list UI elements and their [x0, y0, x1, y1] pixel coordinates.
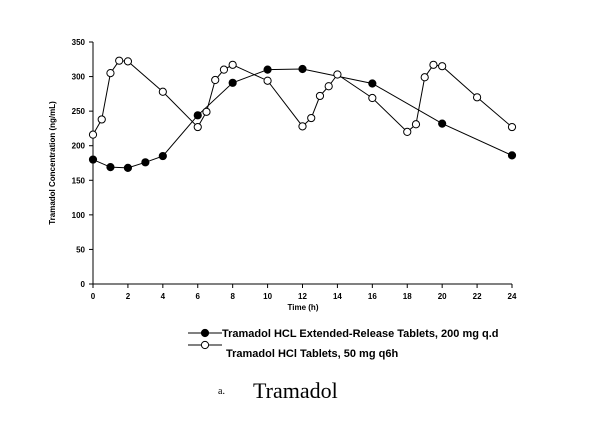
data-point-immediate-release	[403, 127, 412, 136]
x-tick-label: 24	[508, 292, 517, 301]
data-point-immediate-release	[228, 60, 237, 69]
data-point-immediate-release	[507, 122, 517, 132]
data-point-extended-release	[106, 163, 115, 172]
series-line-extended-release	[92, 68, 513, 169]
series-layer	[88, 56, 517, 172]
data-point-immediate-release	[263, 76, 272, 85]
data-point-immediate-release	[202, 107, 211, 116]
data-point-extended-release	[263, 65, 272, 74]
data-point-extended-release	[298, 64, 307, 74]
data-point-immediate-release	[315, 91, 325, 101]
y-tick-label: 150	[72, 176, 86, 185]
x-tick-label: 22	[473, 292, 482, 301]
data-point-immediate-release	[411, 120, 421, 129]
data-point-extended-release	[507, 151, 517, 160]
x-axis-title: Time (h)	[288, 303, 319, 312]
data-point-extended-release	[193, 111, 202, 120]
series-immediate-release	[88, 56, 517, 139]
data-point-immediate-release	[438, 62, 447, 71]
x-tick-label: 20	[438, 292, 447, 301]
data-point-immediate-release	[324, 82, 333, 91]
caption-title: Tramadol	[253, 378, 338, 403]
x-tick-label: 2	[126, 292, 131, 301]
data-point-immediate-release	[193, 122, 202, 132]
data-point-immediate-release	[106, 69, 115, 78]
y-tick-label: 50	[76, 245, 85, 254]
data-point-immediate-release	[307, 113, 316, 123]
data-point-extended-release	[158, 151, 167, 161]
data-point-immediate-release	[429, 60, 438, 69]
x-tick-label: 6	[196, 292, 201, 301]
data-point-extended-release	[438, 119, 447, 128]
data-point-immediate-release	[420, 73, 429, 82]
data-point-immediate-release	[472, 93, 482, 102]
y-tick-label: 250	[72, 107, 86, 116]
x-tick-label: 0	[91, 292, 96, 301]
y-ticks: 0 50 100 150 200 250 300 350	[72, 38, 93, 289]
x-tick-label: 18	[403, 292, 412, 301]
data-point-extended-release	[368, 79, 377, 88]
data-point-extended-release	[88, 155, 98, 164]
y-tick-label: 100	[72, 211, 86, 220]
legend-item-extended-release: Tramadol HCL Extended-Release Tablets, 2…	[188, 328, 499, 340]
data-point-extended-release	[123, 163, 133, 172]
legend-marker-immediate-release	[200, 340, 210, 350]
data-point-immediate-release	[115, 56, 124, 65]
axes	[92, 42, 512, 285]
series-extended-release	[88, 64, 517, 172]
data-point-immediate-release	[158, 87, 167, 96]
data-point-extended-release	[228, 78, 237, 87]
data-point-immediate-release	[219, 65, 229, 74]
legend-marker-extended-release	[200, 328, 210, 338]
y-tick-label: 0	[81, 280, 86, 289]
caption-letter: a.	[218, 386, 225, 397]
data-point-immediate-release	[123, 57, 133, 66]
x-ticks: 0 2 4 6 8 10 12 14 16 18 20 22 24	[91, 284, 517, 301]
data-point-immediate-release	[298, 122, 307, 131]
data-point-immediate-release	[97, 115, 106, 124]
x-tick-label: 14	[333, 292, 342, 301]
data-point-immediate-release	[368, 93, 377, 103]
data-point-immediate-release	[88, 130, 98, 139]
x-tick-label: 8	[230, 292, 235, 301]
y-tick-label: 200	[72, 142, 86, 151]
data-point-extended-release	[141, 158, 150, 167]
y-axis-title: Tramadol Concentration (ng/mL)	[48, 101, 57, 225]
legend-label-immediate-release: Tramadol HCl Tablets, 50 mg q6h	[226, 348, 398, 360]
legend: Tramadol HCL Extended-Release Tablets, 2…	[188, 328, 499, 360]
y-tick-label: 300	[72, 73, 86, 82]
x-tick-label: 12	[298, 292, 307, 301]
y-tick-label: 350	[72, 38, 86, 47]
data-point-immediate-release	[211, 75, 220, 85]
legend-label-extended-release: Tramadol HCL Extended-Release Tablets, 2…	[222, 328, 499, 340]
legend-item-immediate-release: Tramadol HCl Tablets, 50 mg q6h	[188, 340, 398, 360]
data-point-immediate-release	[333, 70, 342, 79]
x-tick-label: 16	[368, 292, 377, 301]
x-tick-label: 4	[161, 292, 166, 301]
x-tick-label: 10	[263, 292, 272, 301]
